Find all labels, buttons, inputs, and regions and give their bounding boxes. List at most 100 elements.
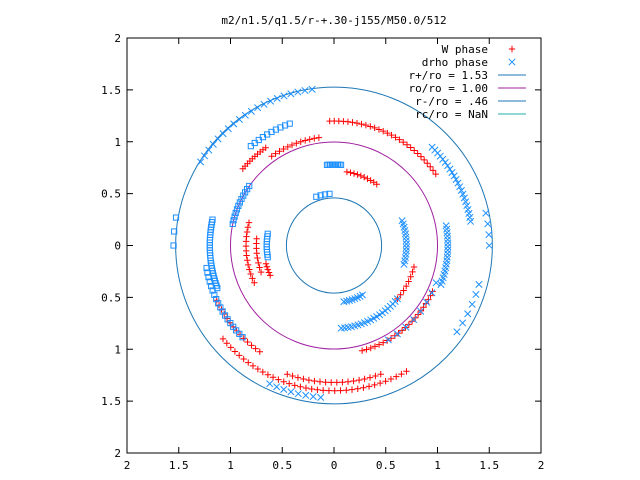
data-point (245, 219, 253, 226)
data-point (314, 386, 321, 393)
data-point (361, 375, 368, 383)
data-point (235, 115, 243, 124)
x-tick-label: 1.5 (169, 459, 189, 472)
y-tick-label: 1.5 (101, 395, 121, 408)
data-point (444, 162, 452, 170)
data-point (240, 335, 247, 342)
data-point (358, 120, 365, 128)
data-point (452, 175, 460, 184)
data-point (417, 153, 425, 160)
data-point (247, 270, 254, 278)
data-point (208, 282, 215, 290)
data-point (396, 136, 403, 143)
data-point (387, 375, 395, 383)
data-point (462, 198, 470, 206)
data-point (428, 143, 436, 151)
data-point (482, 209, 490, 217)
data-point (313, 193, 320, 200)
data-point (227, 344, 234, 351)
data-point (448, 168, 456, 177)
data-point (309, 393, 317, 401)
data-point (264, 371, 272, 378)
data-point (405, 278, 412, 285)
data-point (321, 191, 329, 198)
data-point (301, 86, 309, 95)
data-point (414, 150, 421, 157)
reference-circle (175, 86, 493, 405)
data-point (256, 348, 263, 355)
data-point (266, 380, 274, 388)
data-point (323, 161, 331, 168)
legend-sample (508, 45, 516, 53)
data-point (442, 222, 450, 230)
data-point (400, 287, 407, 294)
legend-sample (508, 58, 516, 66)
data-point (354, 171, 361, 178)
data-point (213, 295, 220, 303)
data-point (280, 145, 287, 153)
data-point (253, 250, 260, 257)
data-point (239, 334, 246, 341)
data-point (333, 379, 341, 386)
data-point (235, 202, 242, 209)
data-point (337, 387, 344, 394)
x-tick-label: 0.5 (272, 459, 292, 472)
data-point (297, 383, 304, 390)
data-point (409, 268, 416, 276)
data-point (315, 134, 323, 141)
data-point (244, 338, 251, 346)
data-point (379, 127, 387, 135)
data-point (231, 348, 239, 355)
data-point (248, 342, 255, 349)
data-point (244, 257, 251, 264)
data-point (393, 330, 401, 338)
data-point (205, 146, 213, 154)
data-point (247, 143, 254, 150)
data-point (420, 156, 428, 164)
x-tick-label: 2 (538, 459, 545, 472)
chart-title: m2/n1.5/q1.5/r-+.30-j155/M50.0/512 (221, 14, 446, 27)
data-point (316, 378, 324, 385)
data-point (398, 327, 406, 334)
data-point (350, 377, 357, 385)
data-point (293, 140, 300, 147)
data-point (223, 340, 231, 347)
data-point (240, 192, 247, 199)
data-point (263, 263, 271, 270)
data-point (288, 141, 296, 149)
data-point (233, 206, 241, 213)
data-point (459, 319, 467, 327)
data-point (444, 239, 452, 247)
data-point (254, 365, 262, 373)
reference-circle (230, 141, 438, 350)
data-point (397, 291, 404, 298)
data-point (236, 352, 243, 359)
data-point (244, 261, 252, 269)
data-point (410, 263, 418, 271)
legend-label: r+/ro = 1.53 (409, 69, 488, 82)
data-point (172, 214, 180, 221)
data-point (259, 368, 267, 376)
y-tick-label: 0.5 (101, 291, 121, 304)
data-point (289, 372, 296, 380)
data-point (475, 280, 483, 288)
data-point (331, 387, 338, 394)
data-point (254, 104, 262, 112)
data-point (350, 170, 358, 177)
data-point (403, 282, 410, 290)
data-point (204, 269, 211, 276)
legend-label: rc/ro = NaN (415, 108, 488, 121)
data-point (485, 241, 493, 250)
data-point (269, 374, 277, 381)
data-point (393, 295, 401, 303)
data-point (280, 92, 288, 100)
data-point (244, 224, 252, 231)
data-point (294, 390, 302, 398)
data-point (349, 119, 356, 126)
data-point (358, 291, 367, 299)
data-point (428, 289, 436, 297)
reference-circle (285, 197, 383, 294)
data-point (472, 290, 480, 299)
data-point (272, 150, 279, 157)
